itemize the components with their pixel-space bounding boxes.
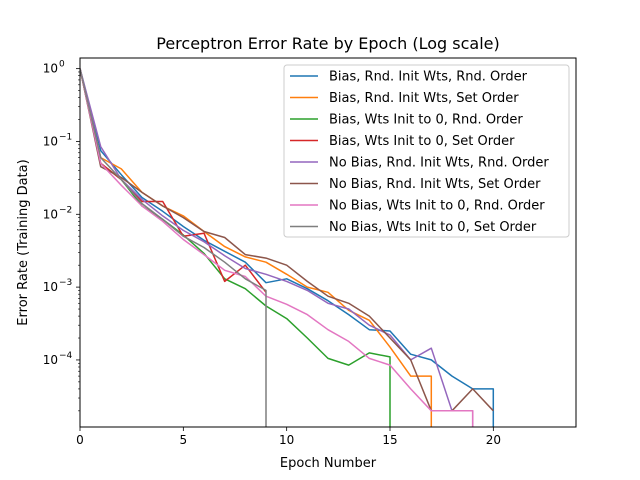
series-line-no-bias-rnd-init-wts-set-order [80, 68, 494, 412]
y-tick-exponent: −3 [59, 278, 72, 288]
x-tick-label: 10 [279, 433, 294, 447]
y-tick-exponent: −2 [59, 205, 72, 215]
series-line-no-bias-wts-init-to-0-rnd-order [80, 68, 474, 427]
legend-box [283, 64, 570, 238]
y-tick-label: 10 [43, 280, 58, 294]
x-tick-label: 0 [76, 433, 84, 447]
legend-label: No Bias, Rnd. Init Wts, Set Order [329, 177, 541, 192]
y-tick-exponent: −4 [59, 351, 73, 361]
series-layer [80, 68, 495, 427]
series-line-bias-rnd-init-wts-rnd-order [80, 68, 495, 427]
plot-frame [79, 57, 577, 428]
legend-label: No Bias, Rnd. Init Wts, Rnd. Order [329, 156, 549, 171]
legend: Bias, Rnd. Init Wts, Rnd. Order Bias, Rnd… [283, 64, 570, 238]
y-tick-exponent: −1 [59, 132, 72, 142]
x-tick-label: 5 [180, 433, 188, 447]
legend-label: Bias, Wts Init to 0, Rnd. Order [329, 113, 523, 128]
legend-label: No Bias, Wts Init to 0, Set Order [329, 220, 537, 235]
series-line-no-bias-rnd-init-wts-rnd-order [80, 68, 474, 427]
y-tick-label: 10 [43, 62, 58, 76]
y-tick-label: 10 [43, 353, 58, 367]
y-tick-exponent: 0 [59, 60, 65, 70]
x-axis-ticks: 0 5 10 15 20 [76, 427, 501, 447]
legend-label: Bias, Wts Init to 0, Set Order [329, 134, 515, 149]
y-tick-label: 10 [43, 134, 58, 148]
y-tick-label: 10 [43, 207, 58, 221]
y-axis-label: Error Rate (Training Data) [16, 159, 31, 325]
x-axis-label: Epoch Number [280, 456, 377, 471]
chart-title: Perceptron Error Rate by Epoch (Log scal… [156, 34, 499, 53]
legend-label: No Bias, Wts Init to 0, Rnd. Order [329, 199, 545, 214]
series-line-bias-wts-init-to-0-rnd-order [80, 68, 391, 427]
legend-label: Bias, Rnd. Init Wts, Set Order [329, 91, 519, 106]
series-line-no-bias-wts-init-to-0-set-order [80, 68, 267, 427]
x-tick-label: 20 [486, 433, 501, 447]
x-tick-label: 15 [382, 433, 397, 447]
legend-label: Bias, Rnd. Init Wts, Rnd. Order [329, 70, 528, 85]
